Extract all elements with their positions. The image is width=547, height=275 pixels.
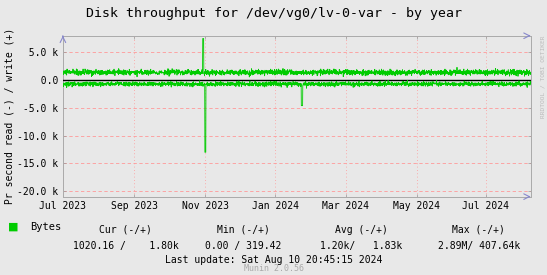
- Text: RRDTOOL / TOBI OETIKER: RRDTOOL / TOBI OETIKER: [541, 36, 546, 118]
- Text: Max (-/+): Max (-/+): [452, 225, 505, 235]
- Text: Bytes: Bytes: [30, 222, 61, 232]
- Text: Last update: Sat Aug 10 20:45:15 2024: Last update: Sat Aug 10 20:45:15 2024: [165, 255, 382, 265]
- Text: 0.00 / 319.42: 0.00 / 319.42: [205, 241, 282, 251]
- Text: Avg (-/+): Avg (-/+): [335, 225, 387, 235]
- Text: Disk throughput for /dev/vg0/lv-0-var - by year: Disk throughput for /dev/vg0/lv-0-var - …: [85, 7, 462, 20]
- Text: Cur (-/+): Cur (-/+): [100, 225, 152, 235]
- Y-axis label: Pr second read (-) / write (+): Pr second read (-) / write (+): [4, 28, 14, 204]
- Text: 1.20k/   1.83k: 1.20k/ 1.83k: [320, 241, 402, 251]
- Text: Munin 2.0.56: Munin 2.0.56: [243, 264, 304, 273]
- Text: 1020.16 /    1.80k: 1020.16 / 1.80k: [73, 241, 179, 251]
- Text: ■: ■: [8, 222, 19, 232]
- Text: 2.89M/ 407.64k: 2.89M/ 407.64k: [438, 241, 520, 251]
- Text: Min (-/+): Min (-/+): [217, 225, 270, 235]
